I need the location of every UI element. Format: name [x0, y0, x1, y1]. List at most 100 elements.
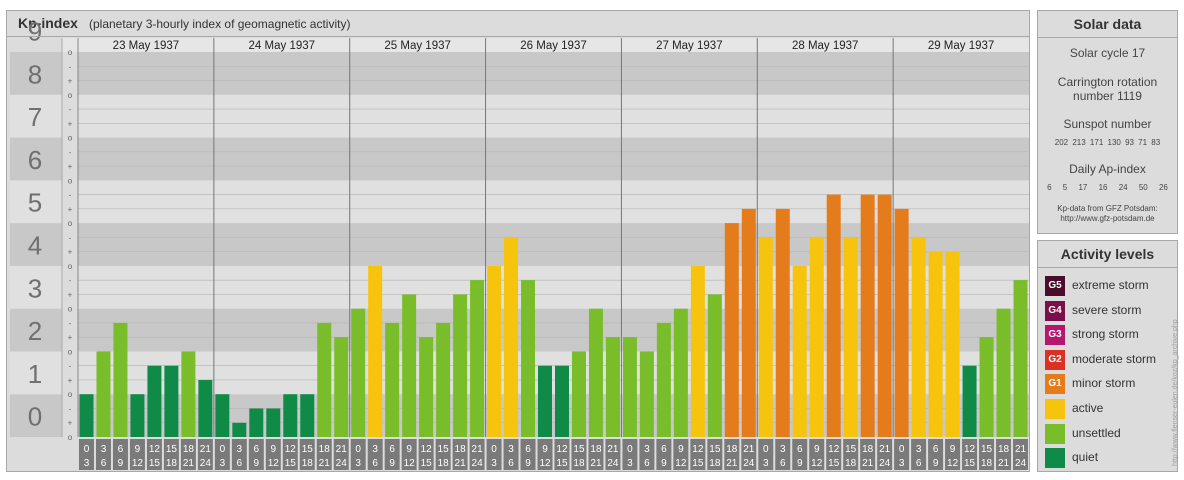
hour-start-label: 3 [916, 444, 922, 455]
hour-cell [129, 439, 145, 470]
hour-cell [588, 439, 604, 470]
hour-start-label: 12 [692, 444, 704, 455]
sub-tick-label: o [68, 262, 73, 271]
hour-end-label: 12 [268, 458, 280, 469]
hour-cell [231, 439, 247, 470]
hour-start-label: 15 [981, 444, 993, 455]
sub-tick-label: - [69, 105, 72, 114]
hour-start-label: 21 [336, 444, 348, 455]
hour-end-label: 21 [455, 458, 467, 469]
kp-bar [181, 351, 196, 437]
source-link[interactable]: http://www.gfz-potsdam.de [1060, 214, 1155, 223]
hour-end-label: 9 [797, 458, 803, 469]
hour-end-label: 18 [845, 458, 857, 469]
hour-end-label: 3 [355, 458, 361, 469]
kp-bar [894, 208, 909, 437]
kp-bar [96, 351, 111, 437]
y-tick-label: 7 [28, 102, 42, 132]
ap-values: 6 5 17 16 24 50 26 [1047, 183, 1168, 192]
hour-end-label: 24 [743, 458, 755, 469]
day-label: 26 May 1937 [520, 40, 587, 52]
hour-start-label: 21 [472, 444, 484, 455]
kp-bar [741, 208, 756, 437]
sub-tick-label: + [68, 419, 73, 428]
hour-end-label: 3 [220, 458, 226, 469]
ap-label: Daily Ap-index [1069, 162, 1146, 176]
hour-cell [435, 439, 451, 470]
hour-cell [180, 439, 196, 470]
hour-cell [605, 439, 621, 470]
kp-bar [130, 394, 145, 437]
kp-bar [571, 351, 586, 437]
day-header-row [62, 38, 1029, 52]
hour-cell [418, 439, 434, 470]
hour-cell [163, 439, 179, 470]
sub-tick-label: o [68, 134, 73, 143]
hour-start-label: 12 [556, 444, 568, 455]
kp-bar [538, 365, 552, 437]
sub-tick-label: - [69, 233, 72, 242]
y-band [10, 94, 1029, 138]
hour-start-label: 18 [862, 444, 874, 455]
y-band [10, 223, 1029, 266]
sub-tick-label: + [68, 248, 73, 257]
kp-bar [317, 322, 332, 437]
hour-end-label: 6 [644, 458, 650, 469]
hour-end-label: 18 [709, 458, 721, 469]
y-tick-label: 1 [28, 359, 42, 389]
kp-bar [673, 308, 688, 437]
level-label: severe storm [1072, 302, 1142, 317]
hour-cell [894, 439, 910, 470]
level-badge: G3 [1045, 325, 1065, 346]
hour-start-label: 21 [607, 444, 619, 455]
hour-start-label: 6 [661, 444, 667, 455]
hour-end-label: 9 [661, 458, 667, 469]
hour-start-label: 3 [508, 444, 514, 455]
kp-bar [605, 337, 620, 437]
level-label: quiet [1072, 450, 1099, 465]
sub-tick-label: - [69, 62, 72, 71]
y-band [10, 308, 1029, 352]
hour-cell [860, 439, 876, 470]
sub-tick-label: o [68, 347, 73, 356]
hour-cell [656, 439, 672, 470]
hour-end-label: 18 [573, 458, 585, 469]
hour-start-label: 18 [183, 444, 195, 455]
sub-tick-label: o [68, 91, 73, 100]
kp-bar [334, 337, 349, 437]
kp-bar [622, 337, 637, 437]
hour-cell [996, 439, 1012, 470]
hour-cell [452, 439, 468, 470]
watermark-url: http://www.flenser-eulen.de/koz/kp_archi… [1172, 319, 1179, 466]
hour-start-label: 12 [964, 444, 976, 455]
hour-start-label: 9 [135, 444, 141, 455]
hour-start-label: 15 [573, 444, 585, 455]
hour-cell [265, 439, 281, 470]
y-band [10, 137, 1029, 181]
level-label: strong storm [1072, 327, 1139, 342]
sub-tick-label: o [68, 390, 73, 399]
hour-cell [826, 439, 842, 470]
hour-start-label: 21 [743, 444, 755, 455]
hour-cell [979, 439, 995, 470]
hour-start-label: 6 [254, 444, 260, 455]
day-label: 24 May 1937 [249, 40, 316, 52]
sunspot-label: Sunspot number [1063, 117, 1152, 131]
hour-end-label: 21 [319, 458, 331, 469]
carrington-line1: Carrington rotation [1057, 75, 1158, 89]
hour-cell [112, 439, 128, 470]
hour-cell [486, 439, 502, 470]
sub-tick-label: - [69, 319, 72, 328]
hour-end-label: 12 [811, 458, 823, 469]
sub-tick-label: o [68, 305, 73, 314]
hour-start-label: 21 [879, 444, 891, 455]
level-badge [1045, 399, 1065, 419]
sub-tick-label: - [69, 191, 72, 200]
hour-end-label: 15 [285, 458, 297, 469]
hour-end-label: 3 [627, 458, 633, 469]
sunspot-values: 202 213 171 130 93 71 83 [1054, 138, 1161, 147]
hour-end-label: 15 [692, 458, 704, 469]
sub-tick-label: + [68, 77, 73, 86]
kp-bar [843, 237, 858, 437]
hour-cell [197, 439, 213, 470]
